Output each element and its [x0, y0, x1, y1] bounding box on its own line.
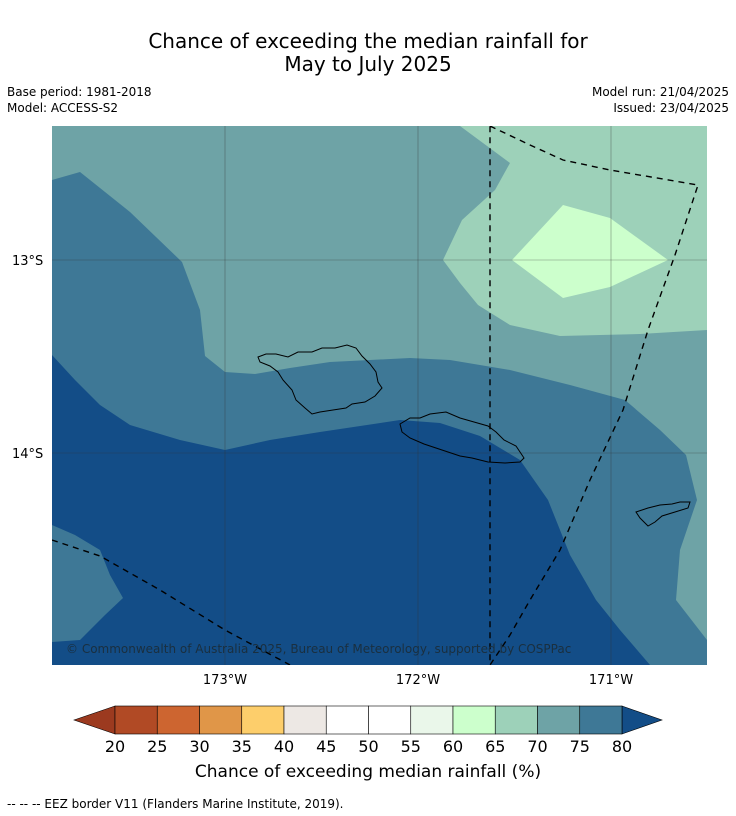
lon-label-172w: 172°W: [396, 673, 440, 688]
colorbar-cell: [156, 705, 200, 735]
zone-60-65: [512, 205, 668, 298]
colorbar-cell: [452, 705, 496, 735]
colorbar-tick-label: 30: [189, 737, 209, 756]
map-title: Chance of exceeding the median rainfall …: [0, 30, 736, 76]
lon-label-171w: 171°W: [589, 673, 633, 688]
upolu-island: [399, 411, 525, 464]
title-line-1: Chance of exceeding the median rainfall …: [148, 29, 588, 53]
colorbar-tick-label: 80: [612, 737, 632, 756]
footnote-eez: -- -- -- EEZ border V11 (Flanders Marine…: [7, 797, 344, 811]
zone-80-plus: [52, 355, 650, 665]
zone-75-80-southwest: [52, 525, 123, 642]
colorbar: 20 25 30 35 40 45 50 55 60 65 70 75 80: [73, 705, 663, 756]
base-period: Base period: 1981-2018: [7, 85, 152, 99]
colorbar-cell: [579, 705, 623, 735]
copyright-text: © Commonwealth of Australia 2025, Bureau…: [66, 642, 571, 656]
colorbar-tick-label: 60: [443, 737, 463, 756]
colorbar-tick-label: 45: [316, 737, 336, 756]
colorbar-cell: [494, 705, 538, 735]
colorbar-cell: [241, 705, 285, 735]
colorbar-tick-label: 55: [401, 737, 421, 756]
lon-label-173w: 173°W: [203, 673, 247, 688]
colorbar-tick-label: 25: [147, 737, 167, 756]
colorbar-tick-label: 50: [358, 737, 378, 756]
colorbar-tick-label: 70: [527, 737, 547, 756]
lat-label-13s: 13°S: [12, 254, 43, 269]
graticule: [52, 126, 707, 665]
colorbar-cell: [114, 705, 158, 735]
eez-border: [489, 126, 699, 665]
meta-right: Model run: 21/04/2025 Issued: 23/04/2025: [592, 84, 729, 116]
colorbar-cell: [283, 705, 327, 735]
colorbar-label: Chance of exceeding median rainfall (%): [194, 762, 542, 782]
colorbar-cell: [537, 705, 581, 735]
title-line-2: May to July 2025: [284, 52, 452, 76]
colorbar-tick-label: 20: [105, 737, 125, 756]
colorbar-tick-label: 40: [274, 737, 294, 756]
tutuila-island: [635, 501, 691, 527]
colorbar-under-arrow: [73, 705, 116, 735]
issued-date: Issued: 23/04/2025: [613, 101, 729, 115]
colorbar-cell: [199, 705, 243, 735]
lat-label-14s: 14°S: [12, 447, 43, 462]
colorbar-tick-label: 35: [232, 737, 252, 756]
eez-border-southwest: [52, 539, 291, 665]
colorbar-tick-label: 75: [570, 737, 590, 756]
savaii-island: [257, 344, 383, 415]
model-name: Model: ACCESS-S2: [7, 101, 119, 115]
colorbar-tick-label: 65: [485, 737, 505, 756]
colorbar-cell: [410, 705, 454, 735]
meta-left: Base period: 1981-2018 Model: ACCESS-S2: [7, 84, 152, 116]
colorbar-over-arrow: [621, 705, 663, 735]
colorbar-cell: [325, 705, 369, 735]
colorbar-cell: [368, 705, 412, 735]
model-run: Model run: 21/04/2025: [591, 85, 729, 99]
map-area: © Commonwealth of Australia 2025, Bureau…: [52, 126, 707, 665]
